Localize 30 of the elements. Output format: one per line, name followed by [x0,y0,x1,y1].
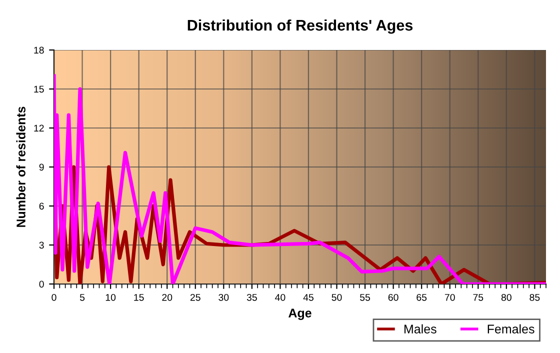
y-tick-label: 3 [39,242,44,249]
x-tick-label: 35 [246,294,257,301]
y-tick-label: 0 [39,280,44,288]
x-tick-label: 60 [388,294,398,301]
x-tick-label: 40 [275,294,286,301]
x-tick-label: 65 [416,294,427,301]
x-tick-label: 80 [501,294,512,301]
x-tick-label: 15 [134,294,144,301]
x-tick-label: 20 [162,294,172,301]
x-tick-label: 25 [190,294,200,301]
x-tick-label: 85 [530,294,540,301]
x-tick-label: 55 [360,294,370,301]
x-tick-label: 5 [80,294,85,301]
legend-label: Females [488,324,534,334]
x-tick-label: 50 [332,294,342,301]
y-axis-title: Number of residents [16,106,26,227]
y-tick-label: 6 [39,202,44,210]
x-tick-label: 10 [106,294,116,301]
x-tick-label: 70 [444,294,455,301]
x-tick-label: 45 [303,294,314,301]
chart-title: Distribution of Residents' Ages [188,19,413,34]
y-tick-label: 18 [34,46,44,54]
x-tick-label: 0 [52,294,56,301]
y-tick-label: 9 [39,164,44,171]
x-tick-label: 30 [218,294,229,301]
y-tick-label: 12 [34,124,44,132]
x-tick-label: 75 [473,294,484,301]
x-axis-title: Age [288,308,312,320]
y-tick-label: 15 [34,86,44,93]
legend-label: Males [404,324,436,334]
